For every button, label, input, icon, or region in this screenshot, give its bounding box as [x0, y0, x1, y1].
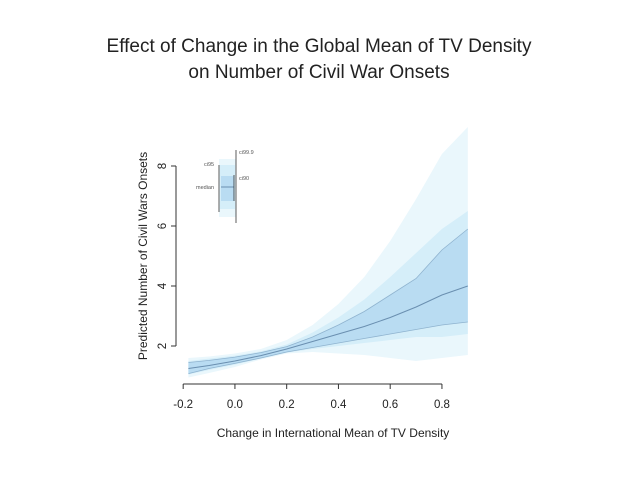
x-tick-label: 0.8 [434, 399, 450, 411]
x-tick-label: 0.2 [279, 399, 295, 411]
y-ticks: 2 4 6 8 [157, 163, 176, 349]
band-ci90-upper-edge [188, 228, 469, 363]
median-line [188, 285, 468, 369]
x-axis-title: Change in International Mean of TV Densi… [217, 426, 450, 440]
y-tick-label: 6 [157, 223, 169, 229]
band-ci90-lower-edge [188, 321, 468, 374]
y-tick-label: 8 [157, 163, 169, 169]
legend-ci90-box [221, 176, 234, 201]
chart-title: Effect of Change in the Global Mean of T… [0, 34, 638, 86]
chart-title-line-1: Effect of Change in the Global Mean of T… [106, 36, 532, 57]
x-ticks: -0.2 0.0 0.2 0.4 0.6 0.8 [173, 384, 450, 411]
y-tick-label: 4 [157, 282, 169, 289]
legend-label-ci999: ci99.9 [239, 150, 254, 156]
chart-title-line-2: on Number of Civil War Onsets [188, 62, 450, 83]
axes: -0.2 0.0 0.2 0.4 0.6 0.8 2 4 6 8 [157, 163, 450, 411]
legend-label-ci90: ci90 [239, 176, 249, 182]
legend-label-median: median [196, 185, 214, 191]
legend: ci99.9 ci95 ci90 median [196, 150, 254, 223]
y-axis-title: Predicted Number of Civil Wars Onsets [136, 152, 150, 360]
x-tick-label: 0.0 [227, 399, 243, 411]
x-tick-label: -0.2 [173, 399, 193, 411]
band-ci95 [188, 211, 468, 375]
x-tick-label: 0.6 [382, 399, 398, 411]
legend-label-ci95: ci95 [204, 162, 214, 168]
y-tick-label: 2 [157, 343, 169, 349]
x-tick-label: 0.4 [330, 399, 347, 411]
plot-areas [188, 127, 469, 378]
